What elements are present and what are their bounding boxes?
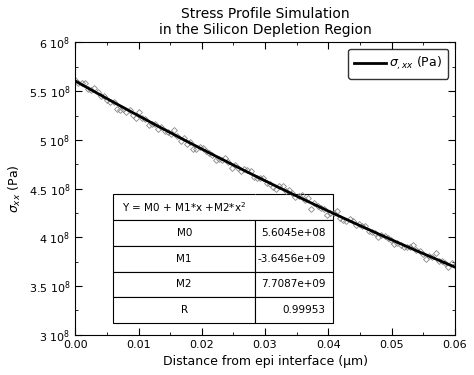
$\sigma_{,xx}$ (Pa) [439,260,445,264]
$\sigma_{,xx}$ (Pa) [152,122,158,127]
X-axis label: Distance from epi interface (μm): Distance from epi interface (μm) [163,355,367,368]
$\sigma_{,xx}$ (Pa) [73,79,78,83]
Title: Stress Profile Simulation
in the Silicon Depletion Region: Stress Profile Simulation in the Silicon… [159,7,372,37]
Line: $\sigma_{,xx}$ (Pa): $\sigma_{,xx}$ (Pa) [75,81,455,267]
Y-axis label: $\sigma_{xx}$ (Pa): $\sigma_{xx}$ (Pa) [7,164,23,213]
$\sigma_{,xx}$ (Pa) [283,189,289,193]
$\sigma_{,xx}$ (Pa) [334,213,339,217]
$\sigma_{,xx}$ (Pa) [372,230,378,235]
Legend: $\sigma_{,xx}$ (Pa): $\sigma_{,xx}$ (Pa) [348,49,448,79]
$\sigma_{,xx}$ (Pa) [452,265,457,269]
$\sigma_{,xx}$ (Pa) [174,134,180,139]
